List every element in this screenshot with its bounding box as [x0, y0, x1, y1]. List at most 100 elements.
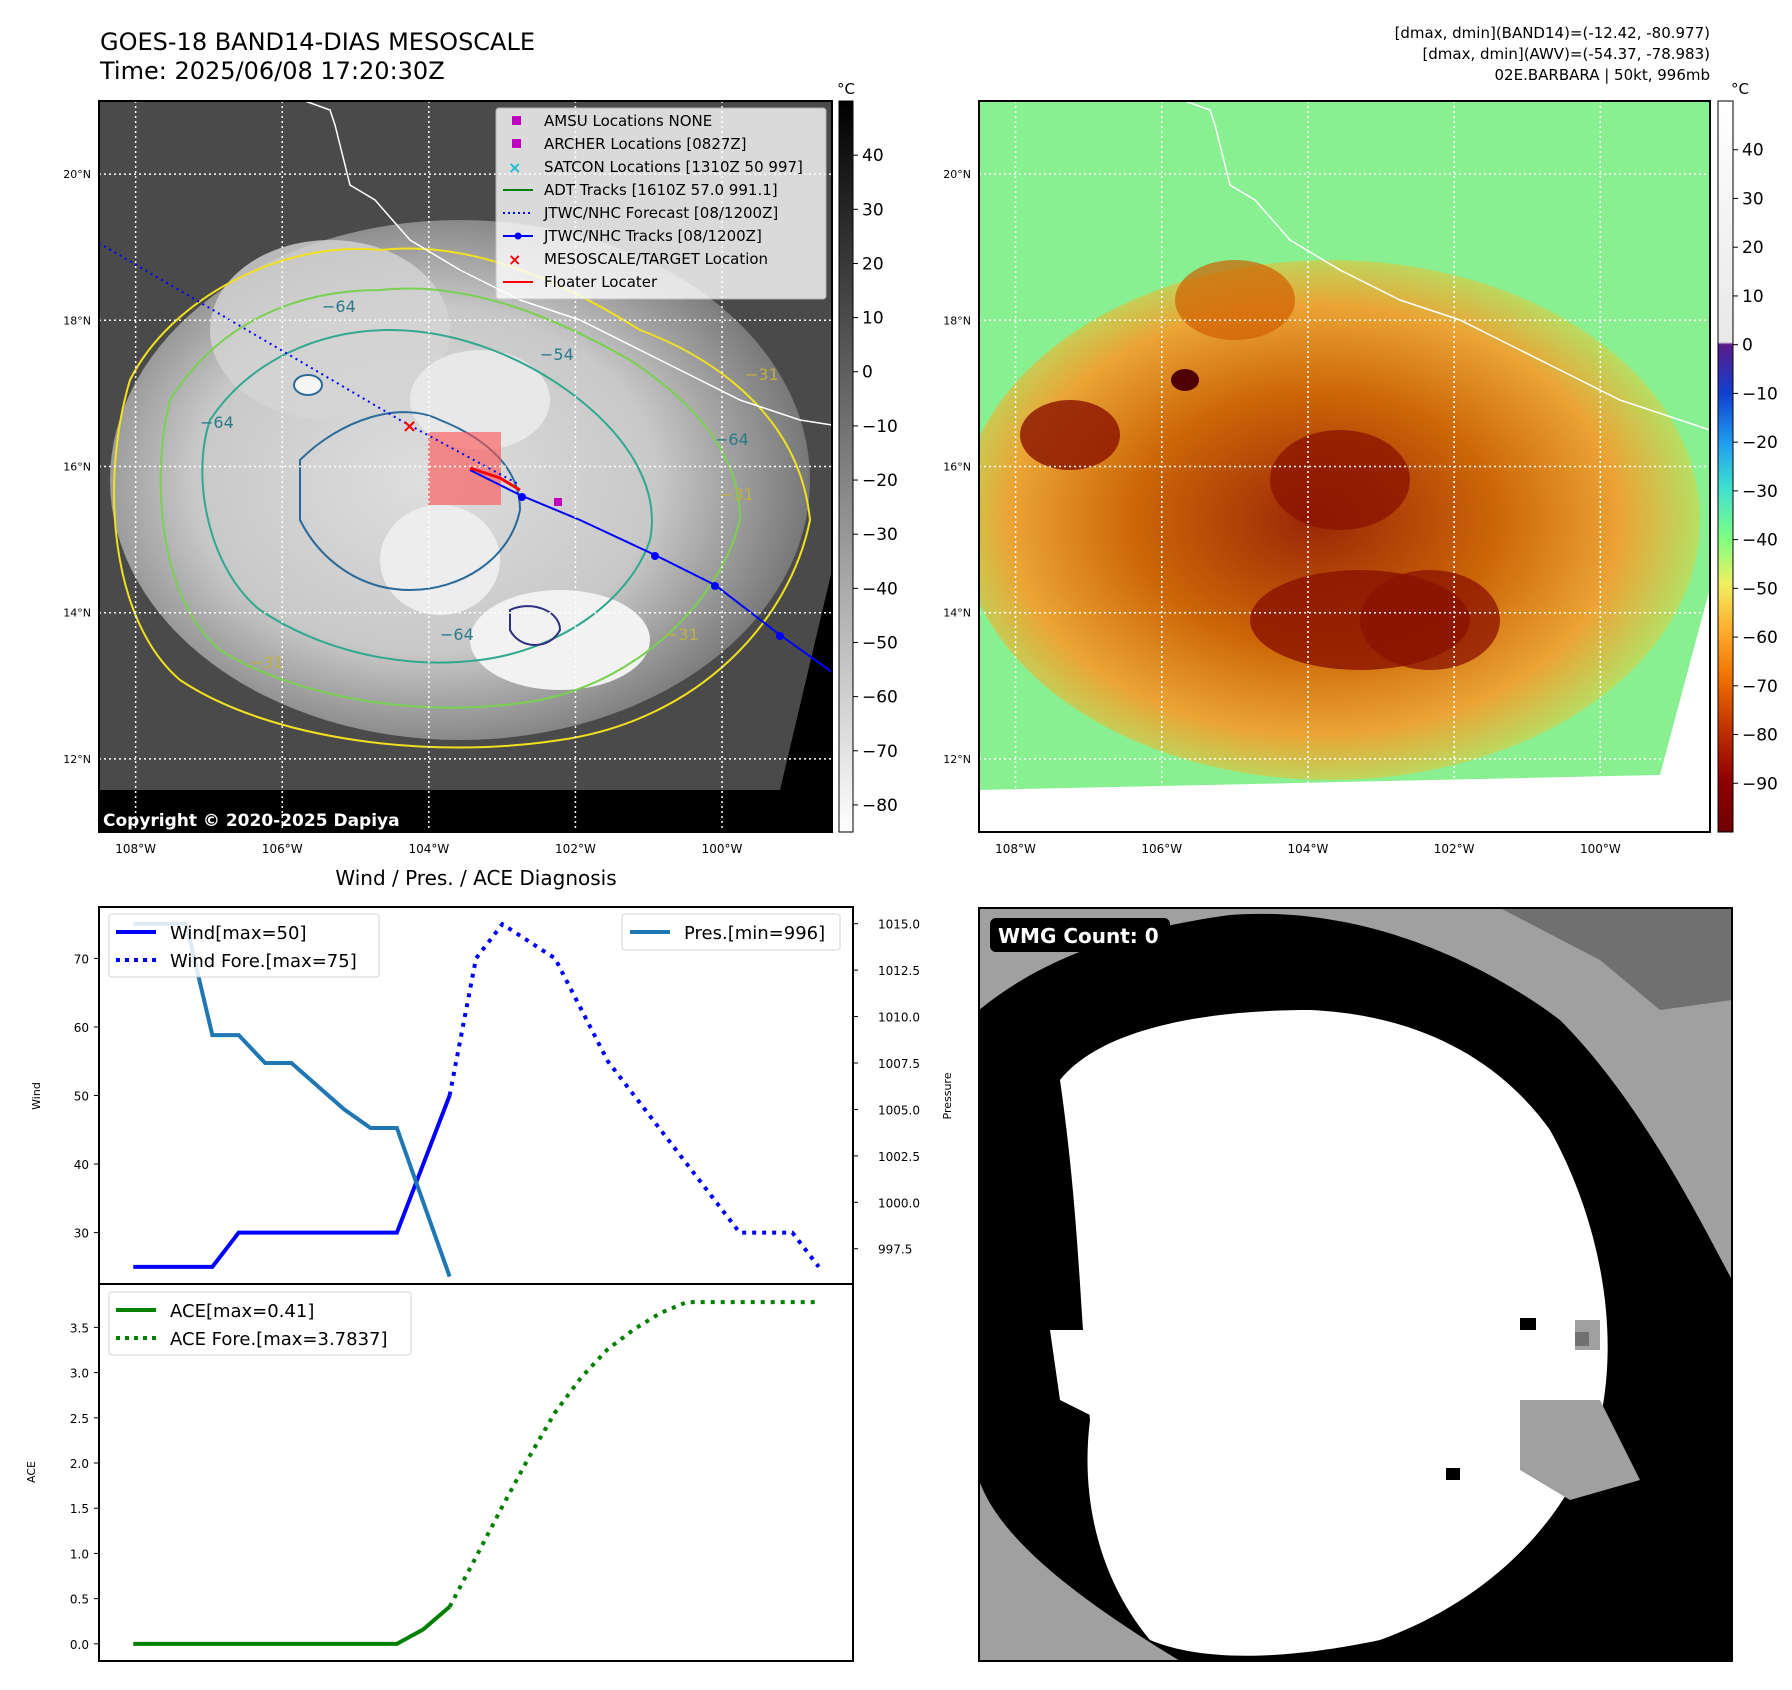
- map-legend-label: ARCHER Locations [0827Z]: [544, 135, 747, 153]
- colorbar-tick: 40: [1742, 141, 1764, 161]
- contour-label: −54: [540, 345, 574, 364]
- info-line-3: 02E.BARBARA | 50kt, 996mb: [1495, 66, 1710, 84]
- contour-label: −64: [715, 430, 749, 449]
- floater-track: [469, 466, 521, 492]
- ir-lon-tick: 100°W: [702, 842, 743, 856]
- map-legend: AMSU Locations NONE ARCHER Locations [082…: [495, 107, 827, 300]
- colorbar-tick: −80: [862, 796, 898, 816]
- ir-lon-tick: 108°W: [115, 842, 156, 856]
- contour-label: −64: [200, 413, 234, 432]
- color-lon-tick: 102°W: [1434, 842, 1475, 856]
- colorbar-tick: −40: [1742, 531, 1778, 551]
- color-lat-tick: 16°N: [943, 461, 971, 474]
- color-lon-tick: 104°W: [1288, 842, 1329, 856]
- pressure-ytick: 1002.5: [878, 1150, 920, 1164]
- color-lat-tick: 14°N: [943, 607, 971, 620]
- colorbar-tick: −10: [862, 417, 898, 437]
- colorbar-tick: −30: [1742, 482, 1778, 502]
- colorbar-tick: −20: [862, 471, 898, 491]
- ace-ytick: 1.0: [70, 1547, 89, 1561]
- ace-ytick: 2.5: [70, 1412, 89, 1426]
- map-legend-item: Floater Locater: [503, 273, 658, 291]
- svg-text:×: ×: [402, 416, 417, 437]
- colorbar-tick: −10: [1742, 384, 1778, 404]
- map-legend-label: Floater Locater: [544, 273, 658, 291]
- legend-ace: ACE[max=0.41]: [170, 1301, 314, 1322]
- color-lon-tick: 100°W: [1580, 842, 1621, 856]
- ace-ytick: 2.0: [70, 1457, 89, 1471]
- wind-ytick: 60: [74, 1021, 89, 1035]
- color-lat-tick: 12°N: [943, 753, 971, 766]
- color-colorbar: °C 40 30 20 10 0 −10 −20 −30 −40 −50 −60 −70 −80 −90: [1717, 80, 1778, 833]
- pressure-ytick: 1007.5: [878, 1057, 920, 1071]
- color-lat-tick: 20°N: [943, 168, 971, 181]
- pressure-ytick: 1015.0: [878, 918, 920, 932]
- ir-lon-tick: 102°W: [555, 842, 596, 856]
- colorbar-tick: −20: [1742, 433, 1778, 453]
- info-line-1: [dmax, dmin](BAND14)=(-12.42, -80.977): [1395, 24, 1710, 42]
- map-legend-item: × MESOSCALE/TARGET Location: [508, 250, 768, 269]
- colorbar-tick: 0: [1742, 336, 1753, 356]
- info-line-2: [dmax, dmin](AWV)=(-54.37, -78.983): [1422, 45, 1710, 63]
- ace-ytick: 1.5: [70, 1502, 89, 1516]
- legend-wind: Wind[max=50]: [170, 923, 307, 944]
- ir-axis-ticks: 108°W 106°W 104°W 102°W 100°W 20°N 18°N 16°N 14°…: [63, 168, 742, 856]
- ir-lat-tick: 14°N: [63, 607, 91, 620]
- ace-ytick: 0.5: [70, 1593, 89, 1607]
- ace-ytick: 3.5: [70, 1321, 89, 1335]
- colorbar-tick: −60: [1742, 628, 1778, 648]
- ace-ylabel: ACE: [25, 1461, 38, 1483]
- colorbar-tick: −60: [862, 688, 898, 708]
- ir-colorbar-unit: °C: [837, 80, 855, 98]
- ace-series-line-1: [447, 1300, 819, 1608]
- ace-ytick: 3.0: [70, 1367, 89, 1381]
- map-legend-item: AMSU Locations NONE: [512, 112, 712, 130]
- colorbar-tick: −50: [1742, 579, 1778, 599]
- legend-pressure: Pres.[min=996]: [684, 923, 825, 944]
- colorbar-tick: 30: [862, 200, 884, 220]
- colorbar-tick: 30: [1742, 189, 1764, 209]
- pressure-ytick: 1010.0: [878, 1011, 920, 1025]
- diagnosis-title: Wind / Pres. / ACE Diagnosis: [335, 866, 616, 890]
- map-legend-item: ARCHER Locations [0827Z]: [512, 135, 747, 153]
- colorbar-tick: −70: [862, 742, 898, 762]
- colorbar-tick: 10: [862, 309, 884, 329]
- color-map-panel: 108°W 106°W 104°W 102°W 100°W 20°N 18°N 16°N 14°…: [943, 100, 1711, 856]
- copyright-text: Copyright © 2020-2025 Dapiya: [103, 811, 400, 831]
- wind-pressure-chart: 30 40 50 60 70 997.5 1000.0 1002.5 1005.0 1007.5 1…: [30, 906, 954, 1285]
- contour-labels: −64 −64 −64 −31 −31 −31 −64 −31 −54: [200, 297, 779, 672]
- map-legend-label: JTWC/NHC Tracks [08/1200Z]: [543, 227, 762, 245]
- legend-wind-forecast: Wind Fore.[max=75]: [170, 951, 357, 972]
- svg-text:×: ×: [508, 250, 521, 269]
- colorbar-tick: −40: [862, 579, 898, 599]
- pressure-ytick: 1005.0: [878, 1103, 920, 1117]
- wind-ytick: 40: [74, 1158, 89, 1172]
- ace-ytick: 0.0: [70, 1638, 89, 1652]
- colorbar-tick: 20: [1742, 238, 1764, 258]
- coastline: [304, 101, 832, 426]
- contour-label: −31: [720, 485, 754, 504]
- map-legend-label: AMSU Locations NONE: [544, 112, 712, 130]
- wmg-panel: WMG Count: 0: [978, 907, 1733, 1662]
- ir-colorbar: °C 40 30 20 10 0 −10 −20 −30 −40 −50 −60 −70 −80: [837, 80, 898, 833]
- map-legend-label: ADT Tracks [1610Z 57.0 991.1]: [544, 181, 778, 199]
- series-line-1: [447, 921, 821, 1269]
- ir-lat-tick: 16°N: [63, 461, 91, 474]
- pressure-ytick: 1012.5: [878, 964, 920, 978]
- ir-lat-tick: 20°N: [63, 168, 91, 181]
- legend-ace-forecast: ACE Fore.[max=3.7837]: [170, 1329, 388, 1350]
- map-legend-item: JTWC/NHC Forecast [08/1200Z]: [503, 204, 778, 222]
- map-legend-label: JTWC/NHC Forecast [08/1200Z]: [543, 204, 778, 222]
- map-legend-label: SATCON Locations [1310Z 50 997]: [544, 158, 803, 176]
- contour-label: −64: [440, 625, 474, 644]
- figure-title-line1: GOES-18 BAND14-DIAS MESOSCALE: [100, 28, 535, 56]
- colorbar-tick: 40: [862, 146, 884, 166]
- color-colorbar-unit: °C: [1731, 80, 1749, 98]
- figure-title-line2: Time: 2025/06/08 17:20:30Z: [99, 57, 445, 85]
- map-legend-item: × SATCON Locations [1310Z 50 997]: [508, 158, 803, 177]
- color-lon-tick: 108°W: [995, 842, 1036, 856]
- wind-legend: Wind[max=50] Wind Fore.[max=75]: [108, 913, 380, 978]
- colorbar-tick: 20: [862, 254, 884, 274]
- wind-ylabel: Wind: [30, 1082, 43, 1110]
